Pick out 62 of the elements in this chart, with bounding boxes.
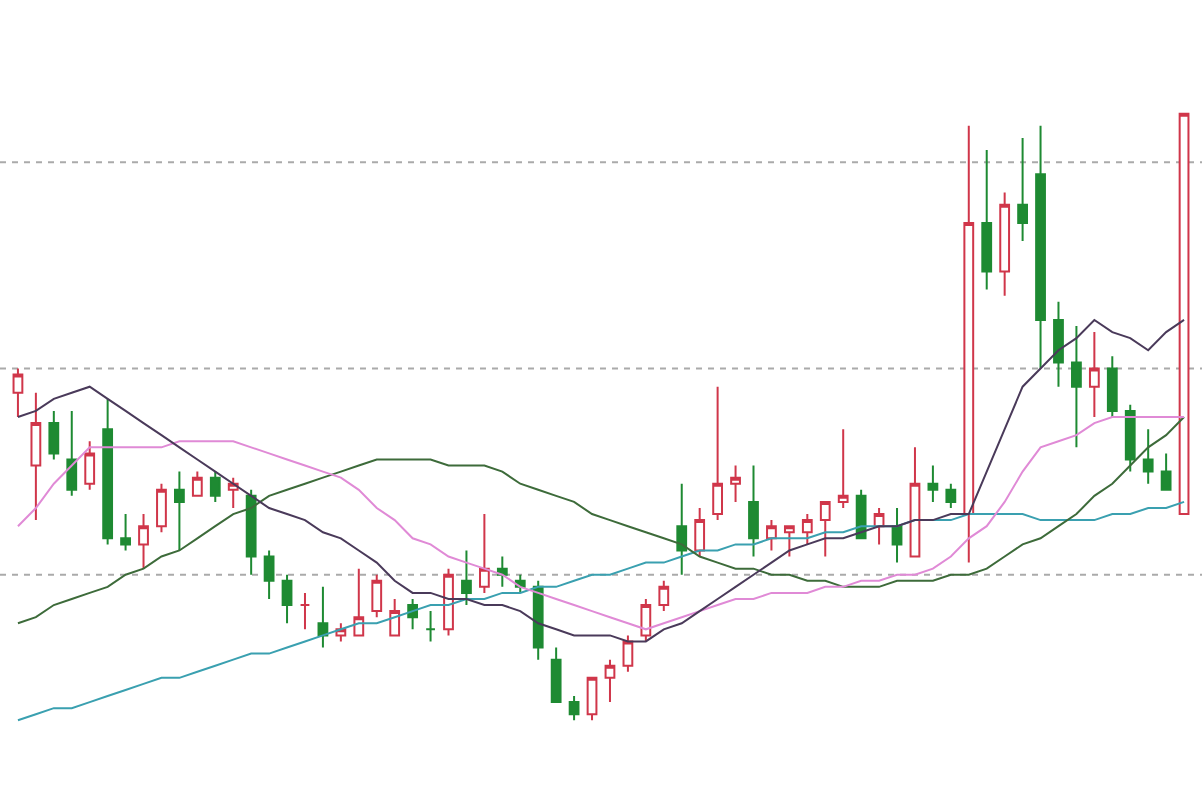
candlestick <box>1071 325 1082 449</box>
candlestick <box>766 519 777 552</box>
candlestick <box>945 482 957 509</box>
candlestick <box>209 470 221 503</box>
candlestick <box>1106 355 1118 418</box>
candlestick <box>443 567 454 637</box>
candlestick <box>981 149 993 291</box>
candlestick <box>873 507 885 546</box>
candlestick <box>371 573 383 619</box>
candlestick <box>712 385 723 522</box>
candlestick <box>84 440 96 491</box>
candlestick <box>12 367 24 418</box>
candlestick <box>174 470 185 552</box>
candlestick <box>48 409 60 461</box>
candlestick <box>263 549 275 600</box>
candlestick <box>1178 112 1190 516</box>
candlestick <box>909 446 921 558</box>
candlestick <box>604 658 616 704</box>
candlestick <box>496 555 508 588</box>
candlestick <box>299 591 311 631</box>
candlestick <box>281 573 293 625</box>
candlestick <box>532 579 544 661</box>
candlestick <box>461 549 472 607</box>
candlestick <box>479 513 490 594</box>
candlestick <box>191 470 203 497</box>
candlestick <box>568 695 580 722</box>
candlestick <box>676 482 688 576</box>
candlestick <box>245 488 257 576</box>
candlestick <box>102 397 114 546</box>
candlestick <box>425 610 436 643</box>
candlestick <box>66 409 78 497</box>
candlestick <box>353 567 365 637</box>
candlestick <box>227 476 239 509</box>
candlestick <box>1142 428 1154 485</box>
candlestick <box>586 676 598 722</box>
candlestick <box>694 507 706 558</box>
candlestick <box>963 124 975 564</box>
candlestick <box>1053 300 1064 388</box>
candlestick <box>389 597 401 637</box>
candlestick <box>801 513 813 546</box>
candlestick <box>1035 124 1046 370</box>
candlestick <box>658 579 670 613</box>
candlestick <box>783 525 795 558</box>
candlestick <box>120 513 131 552</box>
candlestick <box>1088 331 1100 418</box>
candlestick <box>748 464 759 558</box>
candlestick <box>30 391 42 522</box>
candlestick <box>640 597 652 643</box>
candlestick <box>837 428 849 509</box>
candlestick <box>1017 136 1028 243</box>
candlestick <box>156 482 167 534</box>
candlestick <box>999 191 1011 297</box>
candlestick <box>730 464 741 503</box>
candlestick <box>317 585 329 649</box>
candlestick <box>1160 452 1172 491</box>
candlestick <box>138 513 149 570</box>
candlestick <box>891 507 903 564</box>
candlestick <box>550 646 562 704</box>
candlestick <box>1124 403 1136 473</box>
candlestick <box>927 464 939 503</box>
candlestick <box>819 500 831 558</box>
candlestick <box>622 634 634 673</box>
